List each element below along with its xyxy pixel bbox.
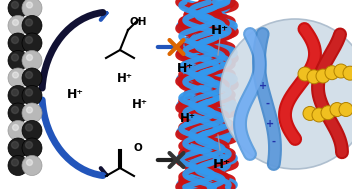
Text: H⁺: H⁺ xyxy=(211,23,229,36)
Circle shape xyxy=(22,68,42,88)
Circle shape xyxy=(12,2,19,9)
Circle shape xyxy=(22,50,42,70)
Circle shape xyxy=(8,103,28,123)
Circle shape xyxy=(12,89,19,96)
Circle shape xyxy=(22,85,42,105)
Circle shape xyxy=(330,103,344,117)
Circle shape xyxy=(26,107,32,113)
Circle shape xyxy=(25,19,32,26)
Circle shape xyxy=(26,160,32,166)
Text: H⁺: H⁺ xyxy=(180,112,196,125)
Circle shape xyxy=(303,106,317,120)
Circle shape xyxy=(22,121,42,140)
Circle shape xyxy=(22,0,42,18)
Circle shape xyxy=(22,103,42,123)
Circle shape xyxy=(8,68,28,88)
Circle shape xyxy=(13,125,19,130)
Circle shape xyxy=(298,67,312,81)
Circle shape xyxy=(25,89,32,96)
Text: +: + xyxy=(259,81,267,91)
Circle shape xyxy=(22,156,42,176)
Circle shape xyxy=(22,33,42,53)
Text: H⁺: H⁺ xyxy=(213,159,231,171)
Text: OH: OH xyxy=(129,17,147,27)
Text: H⁺: H⁺ xyxy=(67,88,83,101)
Circle shape xyxy=(334,64,348,78)
Circle shape xyxy=(312,108,326,122)
Text: O: O xyxy=(134,143,142,153)
Circle shape xyxy=(321,106,335,120)
Circle shape xyxy=(25,142,32,149)
Circle shape xyxy=(8,0,28,18)
Circle shape xyxy=(343,66,352,80)
Circle shape xyxy=(8,121,28,140)
Circle shape xyxy=(307,70,321,84)
Circle shape xyxy=(339,102,352,116)
Circle shape xyxy=(12,142,19,149)
Text: +: + xyxy=(266,119,274,129)
Circle shape xyxy=(13,19,19,26)
Circle shape xyxy=(12,106,19,114)
Circle shape xyxy=(316,69,330,83)
Circle shape xyxy=(22,138,42,158)
Circle shape xyxy=(26,2,32,8)
Circle shape xyxy=(220,19,352,169)
Text: H⁺: H⁺ xyxy=(117,71,133,84)
Text: H⁺: H⁺ xyxy=(132,98,148,112)
Circle shape xyxy=(13,72,19,78)
Circle shape xyxy=(25,36,32,43)
Circle shape xyxy=(26,54,32,60)
Circle shape xyxy=(8,156,28,176)
Circle shape xyxy=(12,36,19,43)
Circle shape xyxy=(12,159,19,166)
Circle shape xyxy=(25,124,32,131)
Circle shape xyxy=(325,66,339,80)
Circle shape xyxy=(8,85,28,105)
Circle shape xyxy=(8,50,28,70)
Circle shape xyxy=(12,54,19,61)
Circle shape xyxy=(8,33,28,53)
Text: -: - xyxy=(265,99,269,109)
Text: H⁺: H⁺ xyxy=(176,61,194,74)
Circle shape xyxy=(22,15,42,36)
Circle shape xyxy=(25,71,32,78)
Circle shape xyxy=(8,15,28,36)
Text: -: - xyxy=(271,137,275,147)
Circle shape xyxy=(8,138,28,158)
